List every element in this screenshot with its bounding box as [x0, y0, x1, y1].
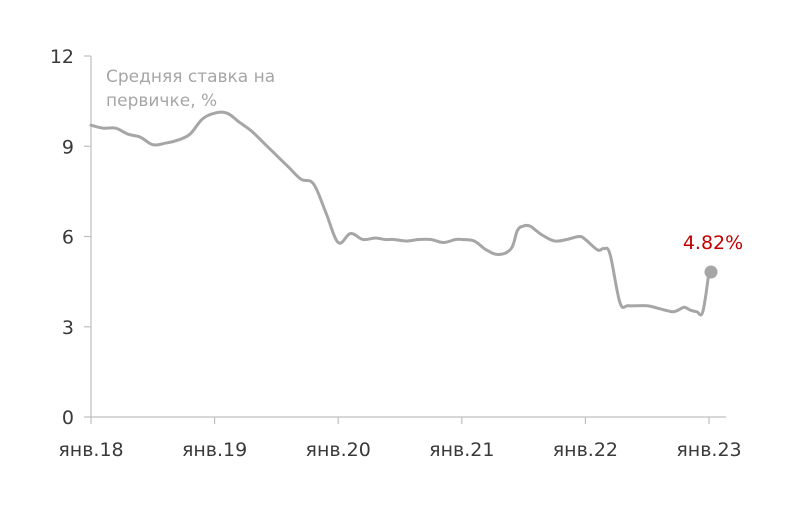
x-tick-label: янв.22 — [553, 439, 618, 461]
end-point-marker — [704, 265, 718, 279]
y-tick-label: 6 — [62, 227, 74, 249]
x-tick-label: янв.21 — [429, 439, 494, 461]
plot-area: 4.82% — [89, 110, 743, 317]
x-tick-label: янв.23 — [676, 439, 741, 461]
x-tick-label: янв.18 — [58, 439, 123, 461]
y-tick-label: 0 — [62, 407, 74, 429]
y-axis-ticks: 0 3 6 9 12 — [50, 46, 91, 429]
series-label-line-1: Средняя ставка на — [106, 67, 275, 87]
x-tick-label: янв.19 — [182, 439, 247, 461]
x-tick-label: янв.20 — [306, 439, 371, 461]
y-tick-label: 12 — [50, 46, 74, 68]
end-point-label: 4.82% — [683, 232, 743, 254]
y-tick-label: 3 — [62, 317, 74, 339]
y-tick-label: 9 — [62, 136, 74, 158]
x-axis-ticks: янв.18 янв.19 янв.20 янв.21 янв.22 янв.23 — [58, 417, 742, 461]
series-label-line-2: первичке, % — [106, 91, 217, 111]
series-line — [89, 110, 711, 317]
